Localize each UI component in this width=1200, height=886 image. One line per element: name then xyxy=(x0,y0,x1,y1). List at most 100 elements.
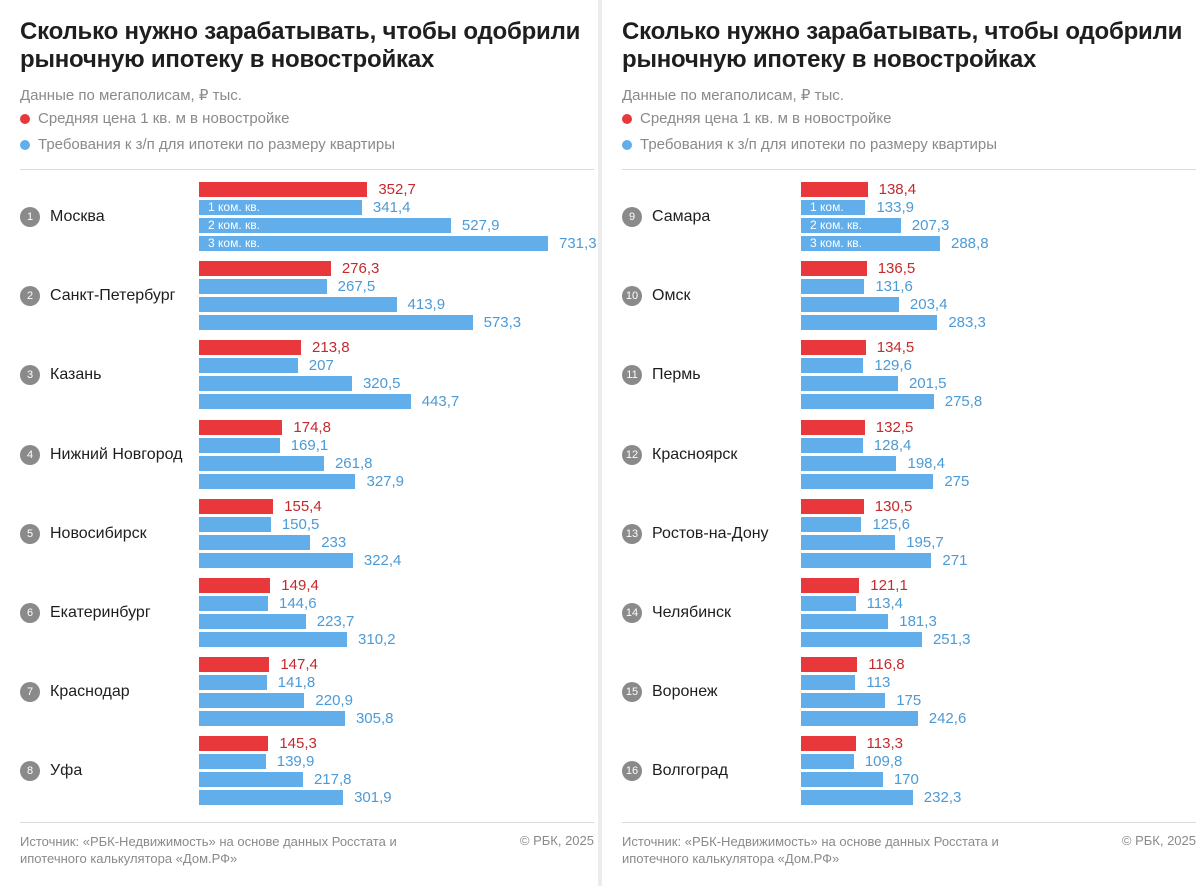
salary-value-label: 443,7 xyxy=(421,393,460,411)
legend-dot-blue xyxy=(20,139,30,150)
bar-inside-label: 3 ком. кв. xyxy=(208,236,260,250)
salary-value-label: 275,8 xyxy=(944,393,983,411)
salary-value-label: 413,9 xyxy=(407,296,446,314)
salary-value-label: 141,8 xyxy=(277,674,316,692)
bar-inside-label: 2 ком. кв. xyxy=(810,218,862,232)
rank-badge: 2 xyxy=(20,286,40,307)
price-value-label: 155,4 xyxy=(284,497,322,515)
salary-bar xyxy=(199,315,473,331)
legend-dot-blue xyxy=(622,139,632,150)
rank-badge: 7 xyxy=(20,682,40,703)
salary-bar xyxy=(801,218,901,233)
salary-value-label: 169,1 xyxy=(290,436,329,454)
salary-bar xyxy=(801,614,889,629)
salary-bar xyxy=(801,790,913,806)
salary-bar xyxy=(199,376,352,392)
city-name: Москва xyxy=(50,208,105,225)
salary-bar xyxy=(199,358,298,374)
salary-bar xyxy=(801,358,864,374)
city-name: Воронеж xyxy=(652,683,718,701)
salary-value-label: 129,6 xyxy=(874,357,912,375)
salary-bar xyxy=(199,754,266,770)
price-value-label: 147,4 xyxy=(280,656,318,674)
salary-bar xyxy=(199,236,548,251)
rank-badge: 8 xyxy=(20,761,40,782)
salary-value-label: 271 xyxy=(942,551,968,569)
price-bar xyxy=(801,340,866,356)
city-name: Самара xyxy=(652,208,711,225)
salary-bar xyxy=(801,772,883,788)
salary-bar xyxy=(801,394,934,410)
city-row-label: 6 Екатеринбург xyxy=(20,603,151,623)
price-value-label: 136,5 xyxy=(877,260,916,278)
salary-value-label: 223,7 xyxy=(316,613,355,630)
salary-bar xyxy=(801,236,940,251)
salary-value-label: 139,9 xyxy=(276,753,315,771)
salary-bar xyxy=(199,297,397,313)
price-bar xyxy=(199,340,302,356)
price-value-label: 138,4 xyxy=(878,181,917,198)
divider xyxy=(622,169,1196,170)
salary-bar xyxy=(199,455,324,471)
city-row-label: 10 Омск xyxy=(622,286,690,307)
salary-bar xyxy=(801,693,886,709)
salary-value-label: 275 xyxy=(944,472,970,490)
source-note: Источник: «РБК-Недвижимость» на основе д… xyxy=(622,834,999,866)
price-bar xyxy=(199,736,269,752)
city-name: Пермь xyxy=(652,366,701,384)
city-row-label: 9 Самара xyxy=(622,207,710,227)
bar-inside-label: 1 ком. xyxy=(810,200,844,214)
salary-value-label: 327,9 xyxy=(366,472,405,490)
rank-badge: 11 xyxy=(622,365,642,386)
bar-inside-label: 3 ком. кв. xyxy=(810,236,862,250)
salary-value-label: 573,3 xyxy=(483,314,522,332)
salary-value-label: 113,4 xyxy=(866,595,904,612)
salary-value-label: 301,9 xyxy=(354,789,392,807)
salary-value-label: 217,8 xyxy=(313,771,352,789)
salary-value-label: 207 xyxy=(308,357,334,375)
legend-item-salary: Требования к з/п для ипотеки по размеру … xyxy=(20,136,395,153)
city-row-label: 2 Санкт-Петербург xyxy=(20,286,175,307)
legend-label: Требования к з/п для ипотеки по размеру … xyxy=(38,136,396,153)
salary-bar xyxy=(199,632,348,647)
legend-dot-red xyxy=(622,113,632,124)
city-name: Нижний Новгород xyxy=(50,445,183,463)
city-row-label: 5 Новосибирск xyxy=(20,523,147,544)
rank-badge: 5 xyxy=(20,523,40,544)
salary-bar xyxy=(199,790,344,806)
city-name: Красноярск xyxy=(652,445,738,463)
city-row-label: 13 Ростов-на-Дону xyxy=(622,523,769,544)
salary-bar xyxy=(801,552,932,568)
price-value-label: 130,5 xyxy=(874,497,913,515)
salary-value-label: 128,4 xyxy=(873,436,912,454)
bar-inside-label: 1 ком. кв. xyxy=(208,200,260,214)
rank-badge: 16 xyxy=(622,761,642,782)
salary-value-label: 283,3 xyxy=(948,314,986,332)
salary-value-label: 322,4 xyxy=(363,551,402,569)
chart-subtitle: Данные по мегаполисам, ₽ тыс. xyxy=(20,87,242,104)
salary-bar xyxy=(199,693,305,709)
salary-value-label: 203,4 xyxy=(909,296,948,314)
chart-panel-right: Сколько нужно зарабатывать, чтобы одобри… xyxy=(602,0,1200,886)
city-name: Ростов-на-Дону xyxy=(652,524,769,542)
salary-value-label: 175 xyxy=(896,692,922,710)
salary-bar xyxy=(199,534,311,550)
city-name: Волгоград xyxy=(652,762,728,780)
salary-value-label: 201,5 xyxy=(908,375,947,393)
salary-bar xyxy=(801,473,934,489)
salary-bar xyxy=(199,200,362,215)
legend-label: Средняя цена 1 кв. м в новостройке xyxy=(640,110,892,127)
price-bar xyxy=(199,261,331,277)
salary-bar xyxy=(199,394,411,410)
city-row-label: 12 Красноярск xyxy=(622,444,738,465)
copyright: © РБК, 2025 xyxy=(519,833,594,848)
salary-bar xyxy=(801,279,865,295)
price-bar xyxy=(199,182,368,197)
salary-bar xyxy=(199,596,268,611)
salary-bar xyxy=(199,711,345,727)
salary-bar xyxy=(801,200,866,215)
rank-badge: 14 xyxy=(622,603,642,623)
salary-value-label: 341,4 xyxy=(372,199,411,216)
salary-value-label: 320,5 xyxy=(362,375,401,393)
salary-value-label: 731,3 xyxy=(559,235,597,252)
